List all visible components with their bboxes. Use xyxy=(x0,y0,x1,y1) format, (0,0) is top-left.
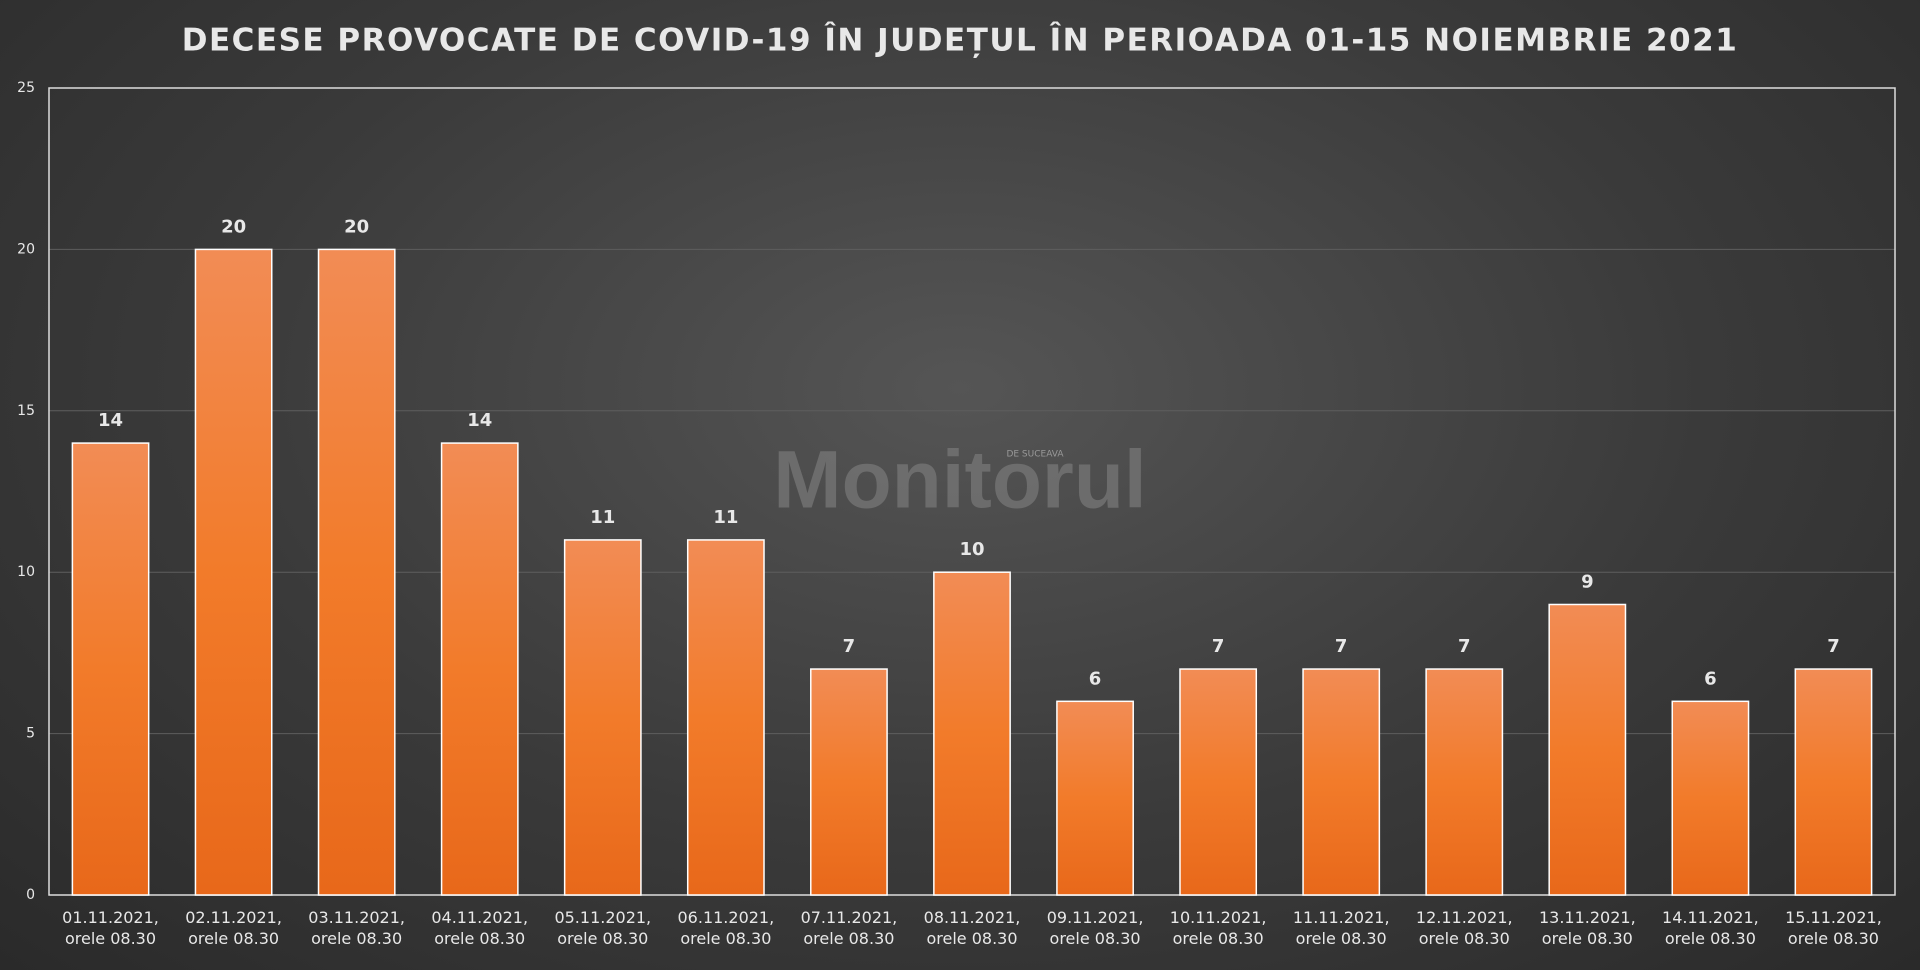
bar xyxy=(1056,700,1134,896)
x-tick-label: 04.11.2021, orele 08.30 xyxy=(431,908,529,948)
x-tick-label: 09.11.2021, orele 08.30 xyxy=(1046,908,1144,948)
bar xyxy=(1302,668,1381,896)
chart-title: DECESE PROVOCATE DE COVID-19 ÎN JUDEȚUL … xyxy=(182,23,1739,59)
data-label: 6 xyxy=(1704,668,1717,689)
y-tick-label: 15 xyxy=(17,403,35,419)
x-tick-label: 13.11.2021, orele 08.30 xyxy=(1538,908,1636,948)
x-tick-label: 10.11.2021, orele 08.30 xyxy=(1169,908,1267,948)
bar xyxy=(686,539,765,896)
data-label: 20 xyxy=(344,216,369,237)
y-tick-label: 20 xyxy=(17,241,35,257)
x-tick-label: 08.11.2021, orele 08.30 xyxy=(923,908,1021,948)
y-tick-label: 25 xyxy=(17,80,35,96)
bar xyxy=(1548,603,1627,896)
bar xyxy=(1179,668,1258,896)
data-label: 7 xyxy=(1212,636,1225,657)
bar xyxy=(440,442,519,896)
x-tick-label: 14.11.2021, orele 08.30 xyxy=(1662,908,1759,948)
data-label: 14 xyxy=(467,410,492,431)
x-tick-label: 12.11.2021, orele 08.30 xyxy=(1415,908,1513,948)
bar xyxy=(317,248,396,896)
data-label: 7 xyxy=(1335,636,1348,657)
bar xyxy=(71,442,150,896)
x-tick-label: 06.11.2021, orele 08.30 xyxy=(677,908,775,948)
bar xyxy=(810,668,888,896)
data-label: 7 xyxy=(1827,636,1840,657)
data-label: 11 xyxy=(713,507,738,528)
x-tick-label: 15.11.2021, orele 08.30 xyxy=(1785,908,1882,948)
watermark: Monitorul xyxy=(773,435,1146,526)
bar xyxy=(1671,700,1750,896)
bar xyxy=(933,571,1011,896)
x-tick-label: 05.11.2021, orele 08.30 xyxy=(554,908,652,948)
x-tick-label: 01.11.2021, orele 08.30 xyxy=(62,908,159,948)
x-tick-label: 11.11.2021, orele 08.30 xyxy=(1292,908,1390,948)
data-label: 9 xyxy=(1581,571,1594,592)
watermark-subtitle: DE SUCEAVA xyxy=(1006,450,1064,460)
x-tick-label: 03.11.2021, orele 08.30 xyxy=(308,908,405,948)
bar xyxy=(563,539,642,896)
data-label: 7 xyxy=(1458,636,1471,657)
y-tick-label: 5 xyxy=(26,726,35,742)
y-tick-label: 10 xyxy=(17,564,35,580)
x-tick-label: 02.11.2021, orele 08.30 xyxy=(185,908,282,948)
bar xyxy=(194,248,273,896)
data-label: 6 xyxy=(1089,668,1102,689)
x-tick-label: 07.11.2021, orele 08.30 xyxy=(800,908,898,948)
y-tick-label: 0 xyxy=(26,887,35,903)
bar xyxy=(1425,668,1504,896)
bar xyxy=(1794,668,1873,896)
data-label: 7 xyxy=(843,636,856,657)
data-label: 11 xyxy=(590,507,615,528)
data-label: 14 xyxy=(98,410,123,431)
data-label: 10 xyxy=(959,539,984,560)
data-label: 20 xyxy=(221,216,246,237)
